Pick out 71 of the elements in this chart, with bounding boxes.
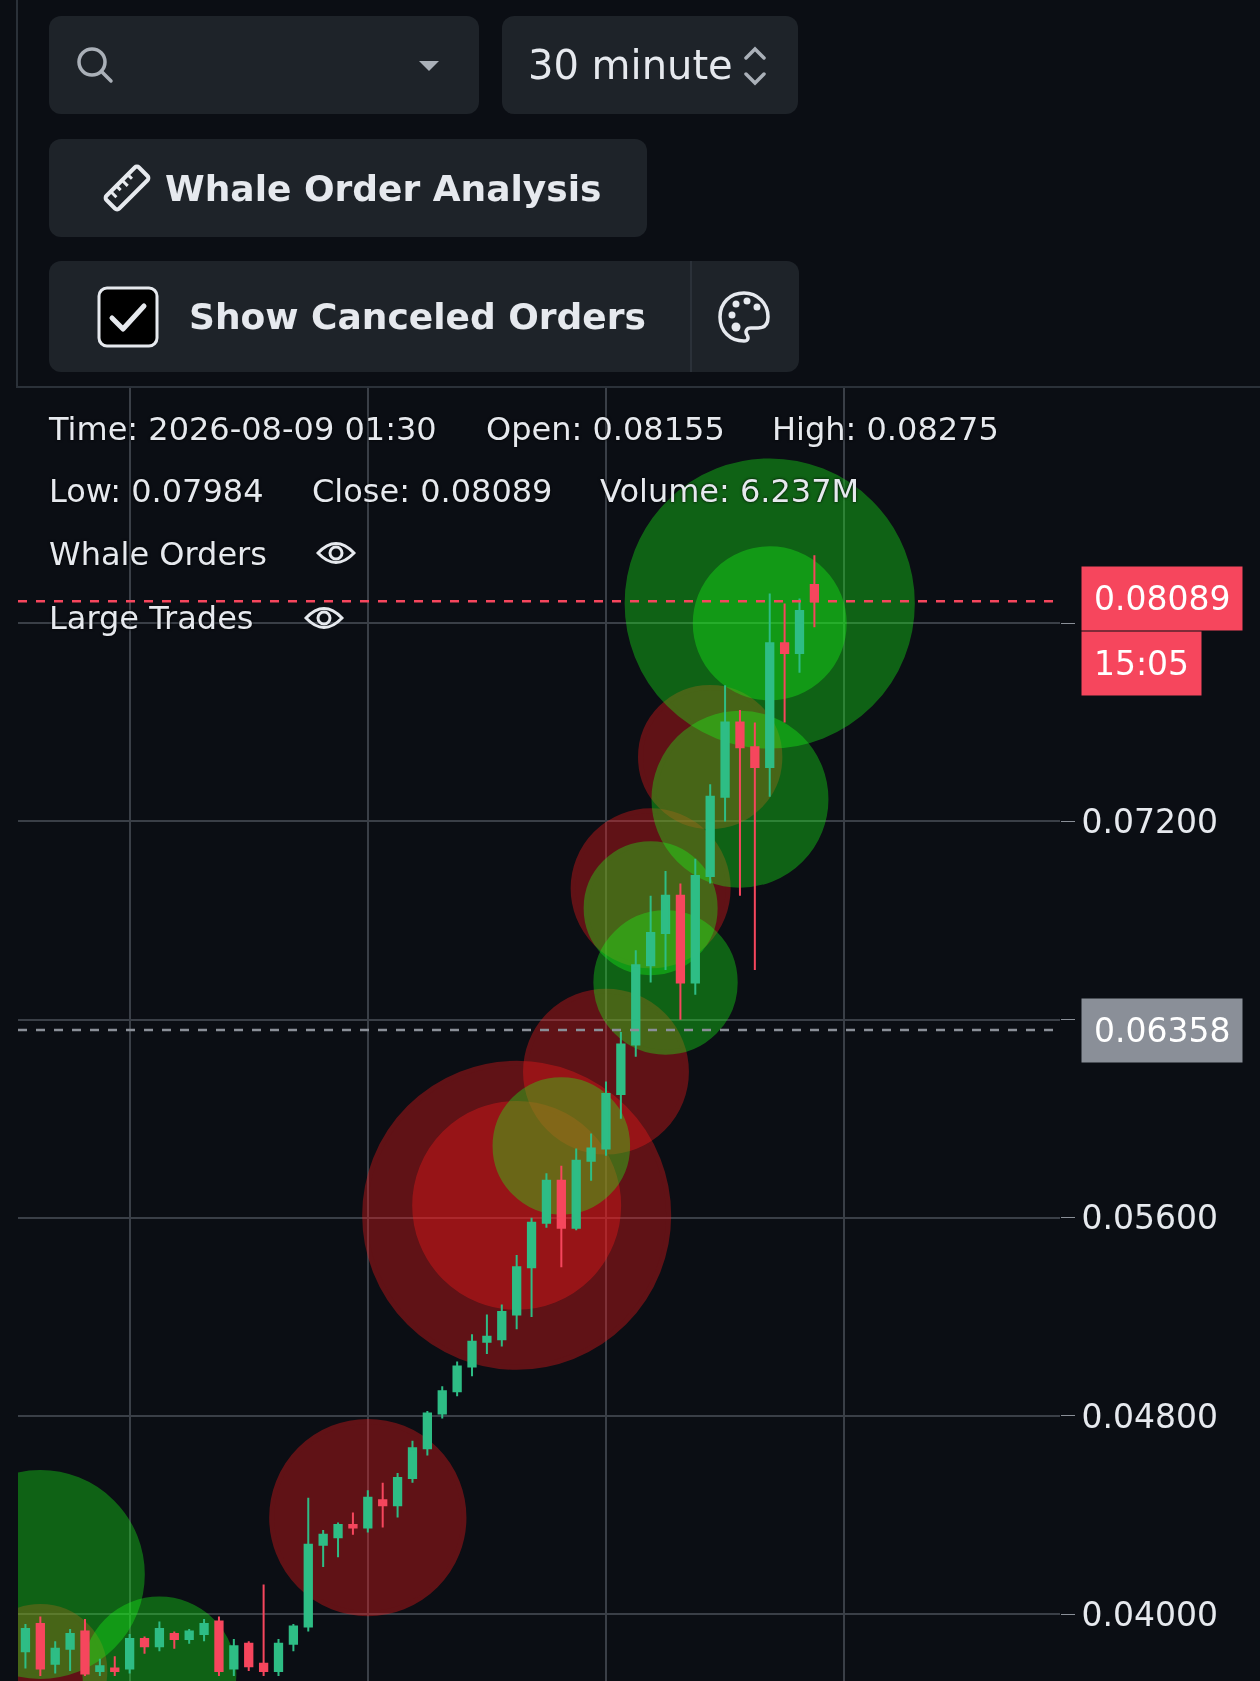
candlestick <box>244 1640 254 1673</box>
annotation: Whale Orders <box>49 535 267 573</box>
candlestick <box>80 1618 90 1678</box>
candlestick <box>333 1521 343 1559</box>
candlestick <box>139 1635 150 1655</box>
candlestick <box>20 1623 31 1670</box>
candlestick <box>571 1147 581 1232</box>
candlestick <box>154 1620 165 1653</box>
candlestick <box>646 894 656 984</box>
ref-line-label: 0.08089 <box>1094 579 1231 618</box>
candlestick <box>258 1583 269 1678</box>
candlestick <box>35 1615 45 1678</box>
candlestick <box>705 783 715 885</box>
candlestick <box>288 1623 299 1653</box>
candlestick <box>720 684 730 823</box>
candlestick <box>556 1164 566 1269</box>
candlestick <box>303 1496 313 1633</box>
candlestick <box>497 1303 507 1348</box>
candlestick <box>660 870 671 972</box>
annotation: High: 0.08275 <box>772 410 999 448</box>
candlestick <box>512 1253 522 1331</box>
candlestick <box>199 1618 209 1643</box>
candlestick <box>110 1655 120 1678</box>
annotation: Low: 0.07984 <box>49 472 264 510</box>
y-tick-label: 0.04000 <box>1081 1594 1219 1634</box>
candlestick <box>407 1439 418 1484</box>
text: 15:05 <box>1094 644 1190 683</box>
candlestick <box>452 1360 462 1398</box>
ref-line-label: 0.06358 <box>1094 1011 1231 1050</box>
annotation: Volume: 6.237M <box>600 472 860 510</box>
candlestick <box>125 1632 135 1675</box>
candlestick <box>392 1471 403 1519</box>
text: Show Canceled Orders <box>189 296 646 337</box>
candlestick <box>690 857 700 996</box>
candlestick <box>794 597 805 674</box>
candlestick <box>437 1385 447 1420</box>
y-tick-label: 0.04800 <box>1081 1396 1219 1436</box>
candlestick <box>750 721 760 972</box>
candlestick <box>631 949 641 1058</box>
candlestick <box>482 1313 492 1356</box>
candlestick <box>95 1657 105 1678</box>
candlestick <box>422 1410 432 1457</box>
candlestick <box>318 1528 328 1569</box>
candlestick <box>586 1132 596 1182</box>
annotation: Time: 2026-08-09 01:30 <box>49 410 437 448</box>
candlestick <box>169 1630 179 1650</box>
candlestick <box>273 1637 284 1678</box>
candlestick <box>229 1637 239 1678</box>
candlestick <box>378 1481 388 1529</box>
candlestick <box>50 1640 60 1675</box>
candlestick <box>616 1031 626 1120</box>
candlestick <box>467 1333 477 1378</box>
candlestick <box>541 1172 552 1229</box>
candlestick <box>348 1511 358 1536</box>
text: Whale Order Analysis <box>165 167 602 209</box>
candlestick <box>65 1627 75 1673</box>
candlestick <box>526 1216 537 1318</box>
annotation: Large Trades <box>49 599 254 637</box>
candlestick <box>184 1627 194 1645</box>
candlestick <box>214 1615 224 1678</box>
candlestick <box>601 1080 611 1157</box>
candlestick <box>765 592 775 798</box>
annotation: Open: 0.08155 <box>486 410 725 448</box>
candlestick <box>735 709 745 897</box>
candlestick <box>675 882 686 1021</box>
candlestick <box>363 1489 373 1534</box>
y-tick-label: 0.05600 <box>1081 1198 1219 1238</box>
annotation: Close: 0.08089 <box>312 472 553 510</box>
candlestick <box>779 602 790 724</box>
y-tick-label: 0.07200 <box>1081 802 1219 842</box>
text: 30 minute <box>528 42 733 88</box>
